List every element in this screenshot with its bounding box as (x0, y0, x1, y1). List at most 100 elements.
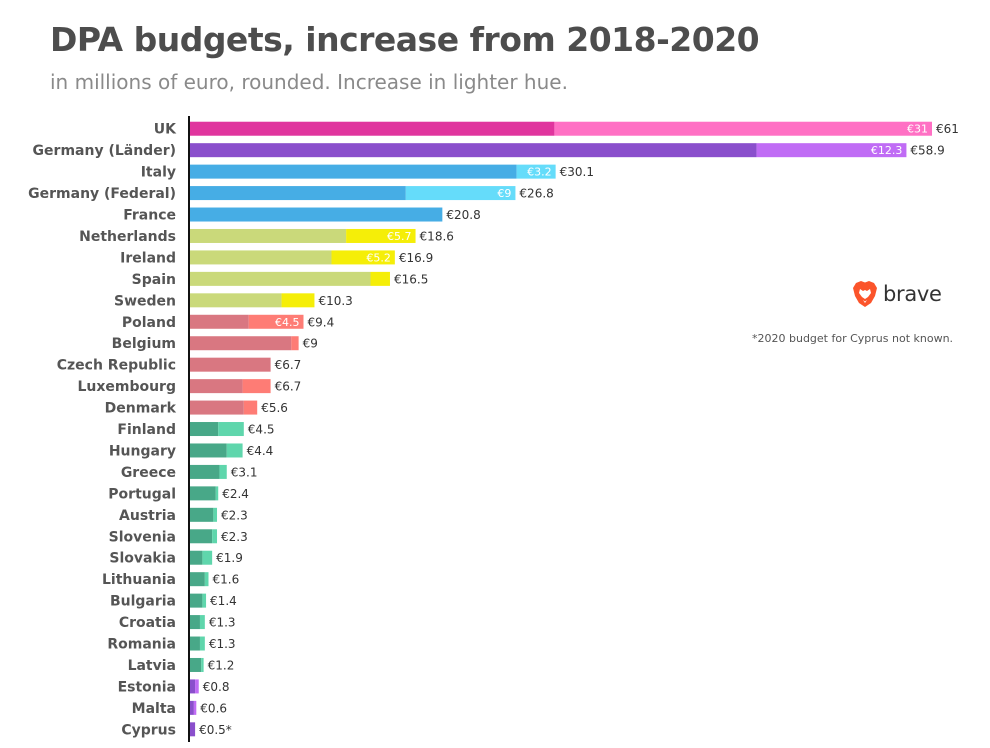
category-label: Cyprus (121, 722, 176, 738)
category-label: Sweden (114, 293, 176, 309)
bar-increase (291, 336, 299, 351)
total-label: €1.2 (208, 658, 235, 672)
bar-2018 (189, 486, 216, 501)
increase-label: €31 (907, 123, 928, 136)
brave-logo-text: brave (883, 282, 942, 306)
bar-2018 (189, 657, 202, 672)
bar-2018 (189, 422, 219, 437)
increase-label: €5.2 (366, 251, 391, 264)
bar-increase (199, 636, 205, 651)
bar-increase (204, 572, 209, 587)
bar-increase (193, 700, 197, 715)
bar-2018 (189, 336, 292, 351)
bar-2018 (189, 379, 243, 394)
bar-2018 (189, 293, 282, 308)
bar-increase (242, 379, 271, 394)
bar-2018 (189, 464, 220, 479)
category-label: Estonia (118, 679, 176, 695)
total-label: €30.1 (560, 165, 594, 179)
bar-2018 (189, 143, 757, 158)
bar-increase (331, 250, 395, 265)
bar-increase (215, 486, 219, 501)
total-label: €2.3 (221, 508, 248, 522)
bar-increase (213, 507, 218, 522)
brave-lion-icon (853, 281, 877, 307)
category-label: Romania (107, 637, 176, 653)
total-label: €1.3 (209, 637, 236, 651)
bar-2018 (189, 593, 203, 608)
category-label: Italy (141, 165, 176, 181)
category-label: Hungary (109, 443, 176, 459)
total-label: €6.7 (275, 358, 302, 372)
bar-2018 (189, 636, 200, 651)
total-label: €3.1 (231, 465, 258, 479)
bar-2018 (189, 314, 249, 329)
bar-2018 (189, 679, 196, 694)
category-label: Netherlands (79, 229, 176, 245)
bar-2018 (189, 250, 332, 265)
bar-increase (405, 186, 516, 201)
bar-2018 (189, 550, 203, 565)
category-label: Germany (Länder) (33, 143, 176, 159)
chart-subtitle: in millions of euro, rounded. Increase i… (50, 70, 568, 94)
increase-label: €12.3 (871, 144, 903, 157)
category-label: Ireland (120, 250, 176, 266)
category-label: France (123, 208, 176, 224)
total-label: €1.6 (212, 573, 239, 587)
total-label: €5.6 (261, 401, 288, 415)
bar-2018 (189, 722, 196, 737)
total-label: €20.8 (446, 208, 480, 222)
bar-2018 (189, 207, 443, 222)
category-label: Poland (122, 315, 176, 331)
bar-increase (516, 164, 556, 179)
bar-increase (346, 228, 416, 243)
chart-title: DPA budgets, increase from 2018-2020 (50, 20, 760, 59)
category-label: Spain (132, 272, 176, 288)
bar-increase (199, 615, 205, 630)
category-label: Slovakia (109, 551, 176, 567)
bar-2018 (189, 572, 205, 587)
bar-increase (202, 593, 207, 608)
total-label: €0.5* (199, 723, 232, 737)
bar-2018 (189, 529, 213, 544)
category-label: Denmark (105, 401, 177, 417)
category-label: Lithuania (102, 572, 176, 588)
bar-increase (212, 529, 218, 544)
bar-2018 (189, 507, 214, 522)
bar-2018 (189, 400, 244, 415)
bar-increase (554, 121, 932, 136)
brave-logo: brave (852, 280, 942, 308)
bar-2018 (189, 228, 347, 243)
category-label: Austria (119, 508, 176, 524)
bar-increase (756, 143, 907, 158)
total-label: €2.4 (222, 487, 249, 501)
bar-increase (202, 550, 213, 565)
bar-2018 (189, 164, 517, 179)
total-label: €1.3 (209, 616, 236, 630)
category-label: Bulgaria (110, 594, 176, 610)
total-label: €16.5 (394, 272, 428, 286)
total-label: €9 (303, 337, 318, 351)
total-label: €2.3 (221, 530, 248, 544)
increase-label: €9 (497, 187, 511, 200)
increase-label: €3.2 (527, 166, 552, 179)
total-label: €0.8 (203, 680, 230, 694)
bar-2018 (189, 271, 371, 286)
category-label: Belgium (112, 336, 176, 352)
total-label: €18.6 (420, 229, 454, 243)
bar-increase (195, 679, 199, 694)
bar-2018 (189, 615, 200, 630)
bar-2018 (189, 443, 227, 458)
category-label: Slovenia (109, 529, 176, 545)
bar-increase (243, 400, 258, 415)
bar-2018 (189, 186, 406, 201)
bar-increase (201, 657, 204, 672)
bar-increase (218, 422, 244, 437)
total-label: €1.9 (216, 551, 243, 565)
category-label: Latvia (128, 658, 176, 674)
bar-increase (248, 314, 304, 329)
footnote: *2020 budget for Cyprus not known. (752, 332, 954, 345)
total-label: €1.4 (210, 594, 237, 608)
category-label: Portugal (108, 486, 176, 502)
